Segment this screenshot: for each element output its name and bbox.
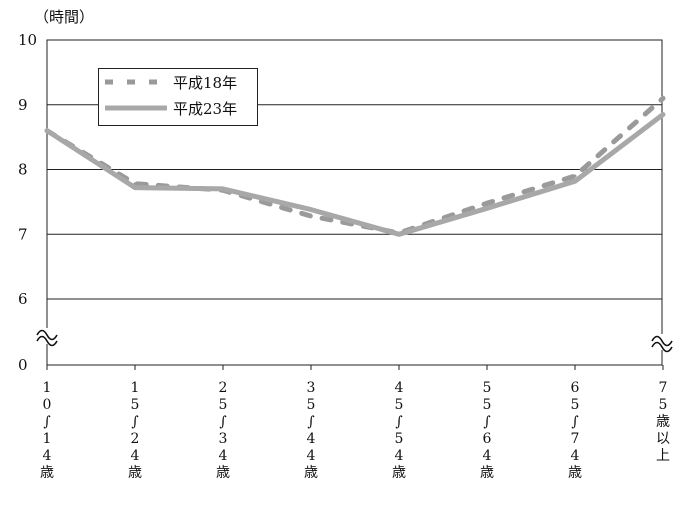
y-tick-label-9: 9 (18, 96, 28, 114)
legend: 平成18年 平成23年 (98, 68, 258, 126)
y-tick-label-0: 0 (18, 356, 28, 374)
legend-swatch-dashed (105, 79, 167, 85)
data-point-1-1 (133, 186, 137, 190)
data-point-1-6 (573, 179, 577, 183)
data-point-1-5 (485, 206, 489, 210)
legend-label-2006: 平成18年 (173, 74, 238, 92)
x-tick-label-25-34: 2 5 ∫ 3 4 歳 (216, 380, 230, 481)
legend-label-2011: 平成23年 (173, 100, 238, 118)
axis-break-left (36, 329, 58, 347)
x-tick-label-45-54: 4 5 ∫ 5 4 歳 (392, 380, 406, 481)
data-point-0-6 (573, 174, 577, 178)
axis-break-right (651, 335, 673, 353)
data-point-0-7 (661, 96, 665, 100)
grid-lines (47, 104, 662, 300)
x-tick-label-75+: 7 5 歳 以 上 (656, 380, 670, 464)
data-point-1-7 (661, 113, 665, 116)
x-tick-label-15-24: 1 5 ∫ 2 4 歳 (128, 380, 142, 481)
x-tick-label-10-14: 1 0 ∫ 1 4 歳 (40, 380, 54, 481)
legend-swatch-solid (105, 105, 167, 111)
x-tick-label-65-74: 6 5 ∫ 7 4 歳 (568, 380, 582, 481)
data-point-1-3 (309, 208, 313, 212)
axis-break-marks (36, 328, 673, 353)
series-line-2011 (44, 112, 666, 237)
y-tick-label-7: 7 (18, 225, 28, 243)
legend-item-2011: 平成23年 (99, 97, 257, 121)
plot-frame (46, 39, 663, 366)
y-tick-label-8: 8 (18, 161, 28, 179)
y-tick-labels: 0 6 7 8 9 10 (18, 31, 37, 374)
legend-item-2006: 平成18年 (99, 71, 257, 95)
y-axis-unit-label: （時間） (34, 8, 95, 26)
x-tick-label-35-44: 3 5 ∫ 4 4 歳 (304, 380, 318, 481)
data-point-1-0 (45, 129, 49, 133)
x-tick-label-55-64: 5 5 ∫ 6 4 歳 (480, 380, 494, 481)
data-point-1-2 (221, 187, 225, 191)
axes (46, 39, 664, 370)
y-tick-label-10: 10 (18, 31, 37, 49)
data-point-0-3 (309, 214, 313, 218)
data-point-0-5 (485, 201, 489, 205)
series-lines (44, 95, 666, 237)
y-tick-label-6: 6 (18, 290, 28, 308)
data-point-1-4 (397, 232, 401, 236)
